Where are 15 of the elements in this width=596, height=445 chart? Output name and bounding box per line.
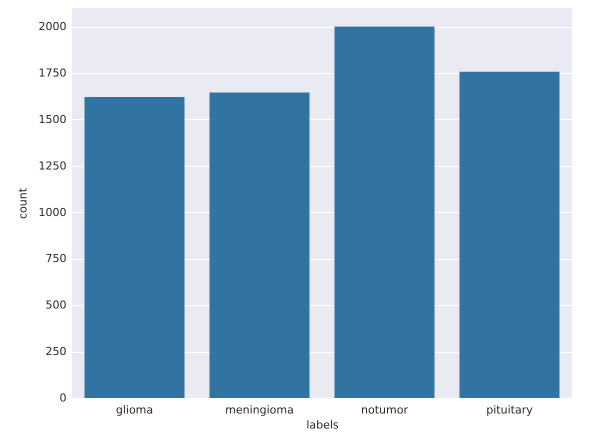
- x-tick-label: meningioma: [225, 404, 294, 416]
- y-tick-label: 750: [46, 252, 66, 266]
- y-tick-label: 1250: [38, 159, 66, 172]
- x-tick-label: notumor: [361, 404, 408, 416]
- y-tick-label: 1000: [38, 206, 66, 219]
- x-axis-title: labels: [306, 418, 339, 432]
- y-tick-label: 0: [60, 392, 66, 404]
- y-axis-title: count: [16, 187, 30, 220]
- y-tick-label: 500: [46, 298, 66, 312]
- y-tick-label: 250: [46, 345, 66, 358]
- y-tick-label: 1500: [38, 112, 66, 126]
- x-tick-label: pituitary: [486, 404, 534, 416]
- x-tick-label: glioma: [116, 404, 154, 416]
- y-tick-label: 2000: [38, 20, 66, 34]
- y-tick-label: 1750: [38, 66, 66, 80]
